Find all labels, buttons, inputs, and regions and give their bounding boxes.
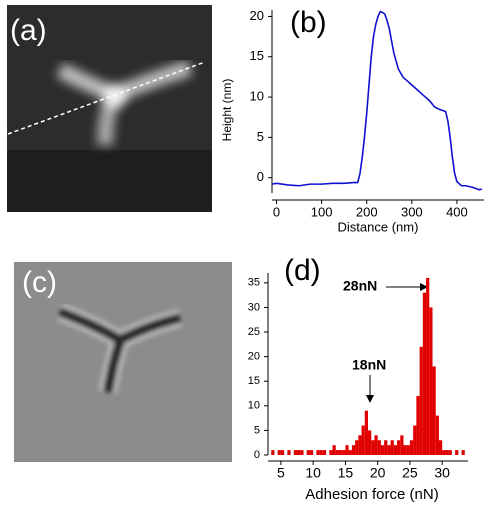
histogram-bar <box>384 440 388 455</box>
chart-title: (d) <box>284 254 321 287</box>
histogram-bar <box>380 445 385 455</box>
histogram-bar <box>413 425 417 455</box>
x-axis-label: Adhesion force (nN) <box>305 486 438 503</box>
histogram-bar <box>455 450 459 455</box>
histogram-bar <box>316 450 320 455</box>
y-tick-label: 5 <box>257 129 264 144</box>
histogram-bar <box>397 440 401 455</box>
x-tick-label: 10 <box>305 465 321 481</box>
y-tick-label: 15 <box>250 48 264 63</box>
histogram-bar <box>377 440 381 455</box>
y-tick-label: 10 <box>250 89 264 104</box>
x-tick-label: 200 <box>356 204 378 219</box>
histogram-bar <box>409 440 414 455</box>
histogram-bar <box>287 450 291 455</box>
histogram-bar <box>400 435 404 455</box>
histogram-bar <box>280 450 285 455</box>
annotation: 18nN <box>352 357 386 373</box>
panel-label: (a) <box>10 14 47 47</box>
y-tick-label: 20 <box>248 351 260 363</box>
y-tick-label: 25 <box>248 326 260 338</box>
x-tick-label: 25 <box>402 465 418 481</box>
histogram-bar <box>297 450 301 455</box>
annotation-arrow <box>366 395 374 403</box>
x-tick-label: 400 <box>446 204 468 219</box>
histogram-bar <box>403 445 407 455</box>
histogram-bar <box>393 445 398 455</box>
histogram-bar <box>364 410 368 455</box>
histogram-bar <box>419 346 423 455</box>
histogram-bar <box>306 450 310 455</box>
histogram-bar <box>319 450 323 455</box>
panel-label: (c) <box>22 266 57 299</box>
y-tick-label: 35 <box>248 277 260 289</box>
histogram-bar <box>335 450 339 455</box>
x-tick-label: 5 <box>277 465 285 481</box>
afm-image: (a) <box>7 5 212 212</box>
y-tick-label: 20 <box>250 8 264 23</box>
histogram-bar <box>345 445 349 455</box>
histogram-bar <box>448 450 452 455</box>
data-line <box>271 10 483 191</box>
x-tick-label: 30 <box>434 465 450 481</box>
histogram-bar <box>271 450 275 455</box>
histogram-bar <box>390 440 394 455</box>
histogram-bar <box>374 435 378 455</box>
chart-title: (b) <box>290 6 327 39</box>
histogram-bar <box>300 450 304 455</box>
histogram-bar <box>406 445 410 455</box>
histogram-bar <box>322 450 327 455</box>
histogram-bar <box>355 440 359 455</box>
histogram-bar <box>348 450 352 455</box>
histogram-bar <box>432 366 436 455</box>
y-tick-label: 0 <box>257 169 264 184</box>
histogram-bar <box>277 450 281 455</box>
histogram-bar <box>332 445 336 455</box>
histogram-bar <box>371 440 375 455</box>
histogram-bar <box>429 307 433 455</box>
histogram-bar <box>438 440 443 455</box>
histogram-bar <box>426 277 430 455</box>
adhesion-image: (c) <box>14 262 232 462</box>
x-tick-label: 20 <box>370 465 386 481</box>
histogram-bar <box>368 430 372 455</box>
annotation-arrow <box>420 283 428 291</box>
x-axis-label: Distance (nm) <box>338 219 419 234</box>
y-axis-label: Height (nm) <box>220 79 234 142</box>
histogram-bar <box>435 415 439 455</box>
x-tick-label: 100 <box>311 204 333 219</box>
x-tick-label: 0 <box>273 204 280 219</box>
histogram-bar <box>387 445 391 455</box>
histogram-bar <box>461 450 465 455</box>
histogram-bar <box>445 450 449 455</box>
x-tick-label: 15 <box>338 465 354 481</box>
histogram-bar <box>442 450 446 455</box>
histogram-bar <box>338 450 343 455</box>
histogram-bar <box>351 445 356 455</box>
histogram-bar <box>329 450 333 455</box>
x-tick-label: 300 <box>401 204 423 219</box>
y-tick-label: 30 <box>248 301 260 313</box>
y-tick-label: 0 <box>254 449 260 461</box>
y-tick-label: 10 <box>248 400 260 412</box>
histogram-bar <box>293 450 298 455</box>
annotation: 28nN <box>343 278 377 294</box>
histogram-bar <box>342 450 346 455</box>
histogram-bar <box>309 450 314 455</box>
y-tick-label: 5 <box>254 424 260 436</box>
histogram-bar <box>358 435 362 455</box>
histogram-bar <box>422 292 427 455</box>
histogram-bar <box>361 425 365 455</box>
histogram-bar <box>416 395 420 455</box>
y-tick-label: 15 <box>248 375 260 387</box>
